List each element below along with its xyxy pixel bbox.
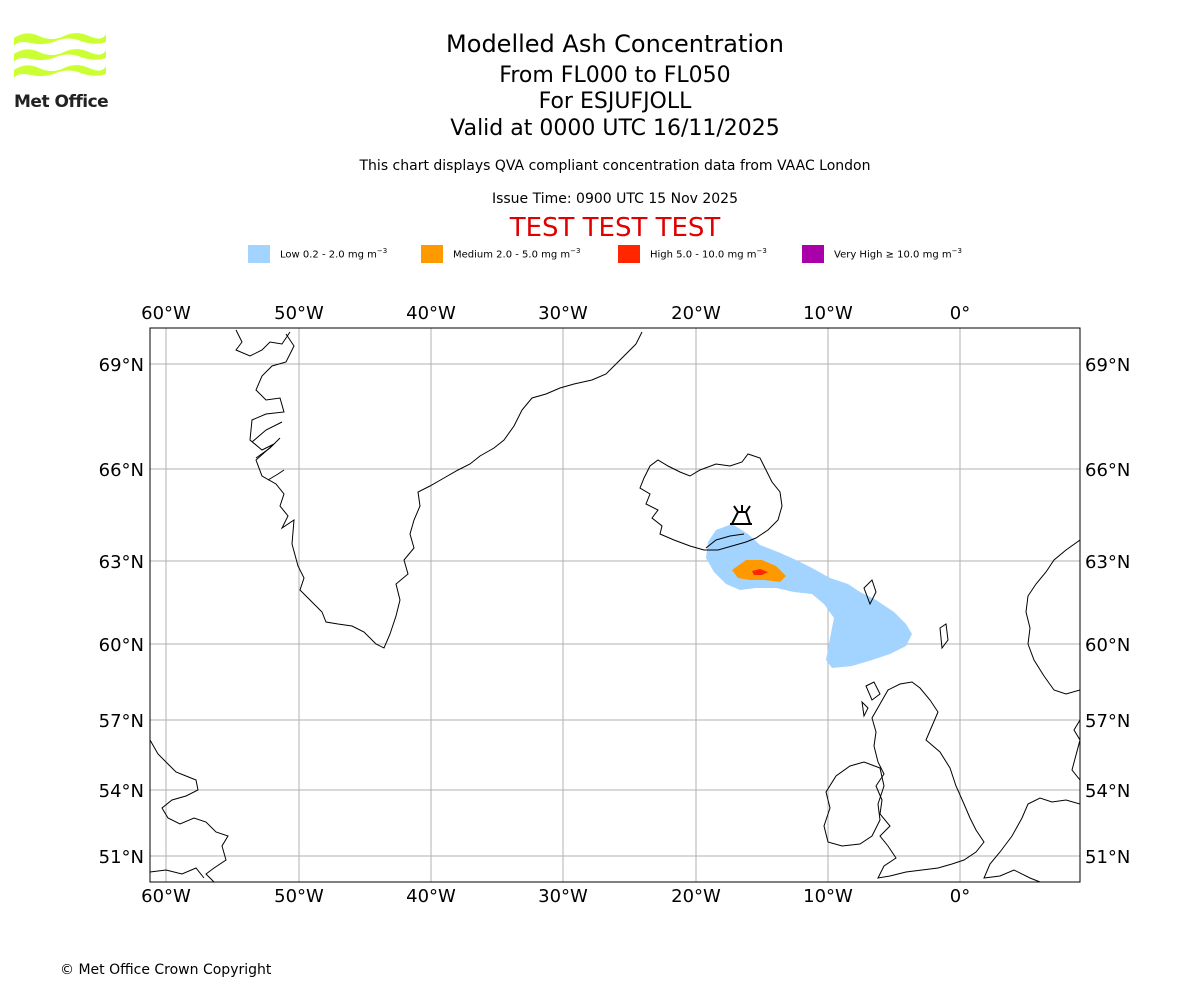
lon-label: 20°W [671, 886, 721, 907]
met-office-logo: Met Office [14, 30, 114, 114]
copyright: © Met Office Crown Copyright [60, 962, 272, 978]
test-banner: TEST TEST TEST [509, 213, 721, 243]
legend-item-medium: Medium 2.0 - 5.0 mg m−3 [421, 244, 580, 264]
legend-label-medium: Medium 2.0 - 5.0 mg m−3 [453, 247, 581, 261]
lon-label: 50°W [274, 886, 324, 907]
lat-label: 66°N [1085, 460, 1130, 481]
lon-labels-top: 60°W 50°W 40°W 30°W 20°W 10°W 0° [141, 303, 970, 324]
lat-label: 63°N [1085, 552, 1130, 573]
map-frame [149, 327, 1081, 883]
legend-swatch-very-high [802, 245, 824, 263]
legend-item-very-high: Very High ≥ 10.0 mg m−3 [802, 244, 962, 264]
lon-label: 60°W [141, 886, 191, 907]
legend-label-high: High 5.0 - 10.0 mg m−3 [650, 247, 767, 261]
lon-label: 50°W [274, 303, 324, 324]
valid-time: Valid at 0000 UTC 16/11/2025 [450, 116, 780, 141]
lat-label: 66°N [99, 460, 144, 481]
lat-label: 57°N [1085, 711, 1130, 732]
lat-label: 57°N [99, 711, 144, 732]
lon-label: 40°W [406, 303, 456, 324]
volcano-name: For ESJUFJOLL [538, 89, 692, 114]
lat-label: 60°N [1085, 635, 1130, 656]
lon-label: 30°W [538, 886, 588, 907]
lat-label: 69°N [1085, 355, 1130, 376]
lon-label: 40°W [406, 886, 456, 907]
lon-label: 30°W [538, 303, 588, 324]
coastlines [150, 329, 1080, 882]
lat-label: 51°N [1085, 847, 1130, 868]
issue-time: Issue Time: 0900 UTC 15 Nov 2025 [491, 191, 739, 207]
lon-label: 20°W [671, 303, 721, 324]
legend-label-low: Low 0.2 - 2.0 mg m−3 [280, 247, 388, 261]
graticule [150, 328, 1080, 882]
wave-logo-icon [14, 33, 106, 78]
lon-label: 10°W [803, 303, 853, 324]
legend-item-high: High 5.0 - 10.0 mg m−3 [618, 244, 767, 264]
lon-label: 60°W [141, 303, 191, 324]
lat-label: 54°N [99, 781, 144, 802]
chart-description: This chart displays QVA compliant concen… [359, 158, 871, 174]
lon-label: 10°W [803, 886, 853, 907]
lon-label: 0° [950, 303, 970, 324]
ash-low-area [706, 524, 912, 668]
level-range: From FL000 to FL050 [499, 63, 731, 88]
lat-label: 60°N [99, 635, 144, 656]
lat-label: 63°N [99, 552, 144, 573]
legend-swatch-medium [421, 245, 443, 263]
lat-labels-right: 69°N 66°N 63°N 60°N 57°N 54°N 51°N [1085, 355, 1130, 868]
lat-labels-left: 69°N 66°N 63°N 60°N 57°N 54°N 51°N [99, 355, 144, 868]
logo-text: Met Office [14, 92, 109, 112]
legend-label-very-high: Very High ≥ 10.0 mg m−3 [834, 247, 962, 261]
lat-label: 69°N [99, 355, 144, 376]
legend-item-low: Low 0.2 - 2.0 mg m−3 [248, 244, 387, 264]
volcano-icon [730, 505, 752, 525]
ash-high-area [752, 569, 768, 575]
lat-label: 51°N [99, 847, 144, 868]
chart-title: Modelled Ash Concentration [446, 30, 784, 58]
legend-swatch-low [248, 245, 270, 263]
legend-swatch-high [618, 245, 640, 263]
lat-label: 54°N [1085, 781, 1130, 802]
lon-label: 0° [950, 886, 970, 907]
lon-labels-bottom: 60°W 50°W 40°W 30°W 20°W 10°W 0° [141, 886, 970, 907]
